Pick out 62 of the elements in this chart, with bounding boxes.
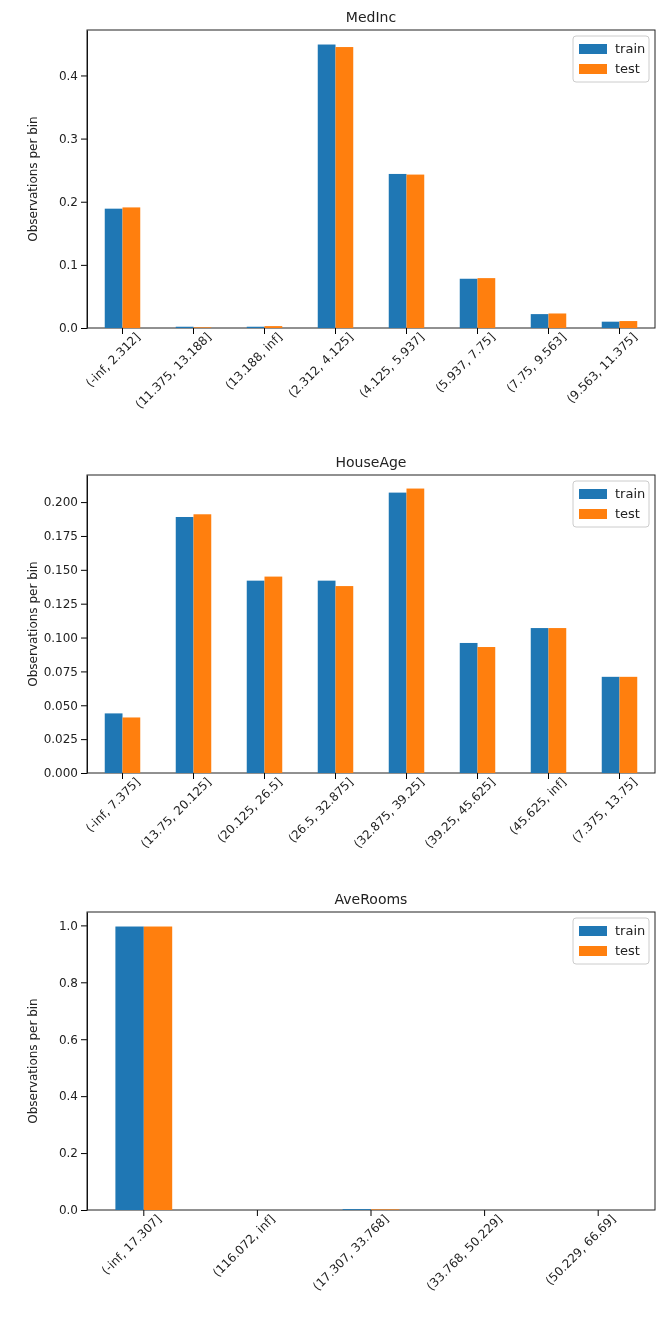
bar <box>477 278 496 328</box>
y-axis-title: Observations per bin <box>26 998 40 1124</box>
legend-label: train <box>615 41 646 56</box>
y-tick-label: 0.025 <box>43 732 78 747</box>
y-tick-label: 0.4 <box>58 1089 78 1104</box>
y-axis-title: Observations per bin <box>26 116 40 242</box>
y-tick-label: 0.2 <box>58 195 78 210</box>
bar <box>459 642 478 773</box>
y-tick-label: 0.100 <box>43 630 78 645</box>
chart-title: AveRooms <box>334 891 408 907</box>
bar <box>530 628 549 773</box>
bar <box>335 47 354 328</box>
bar <box>193 514 212 773</box>
bar <box>601 676 620 773</box>
y-tick-label: 0.075 <box>43 664 78 679</box>
bar <box>175 516 194 773</box>
bar <box>388 492 407 773</box>
legend-label: test <box>615 61 640 76</box>
y-tick-label: 0.050 <box>43 698 78 713</box>
bar <box>406 174 425 328</box>
y-tick-label: 0.0 <box>58 321 78 336</box>
bar <box>143 926 173 1210</box>
chart-title: MedInc <box>345 9 397 25</box>
bar <box>317 44 336 328</box>
bar <box>264 576 283 773</box>
bar <box>104 713 123 773</box>
y-tick-label: 0.150 <box>43 563 78 578</box>
bar <box>406 488 425 773</box>
y-tick-label: 0.8 <box>58 975 78 990</box>
y-tick-label: 0.000 <box>43 766 78 781</box>
bar <box>115 926 144 1210</box>
chart-title: HouseAge <box>335 454 407 470</box>
y-tick-label: 0.4 <box>58 68 78 83</box>
bar <box>122 717 141 773</box>
bar <box>619 321 638 328</box>
y-tick-label: 0.2 <box>58 1146 78 1161</box>
bar <box>530 314 549 328</box>
y-tick-label: 0.200 <box>43 495 78 510</box>
bar <box>548 313 567 328</box>
bar <box>601 321 620 328</box>
y-tick-label: 0.3 <box>58 131 78 146</box>
legend-label: test <box>615 506 640 521</box>
y-tick-label: 0.0 <box>58 1203 78 1218</box>
bar <box>104 208 123 328</box>
y-tick-label: 0.125 <box>43 597 78 612</box>
bar <box>619 676 638 773</box>
legend-label: train <box>615 923 646 938</box>
bar <box>388 173 407 328</box>
bar <box>335 586 354 773</box>
y-tick-label: 0.175 <box>43 529 78 544</box>
bar <box>122 207 141 328</box>
bar <box>317 580 336 773</box>
bar <box>477 647 496 773</box>
bar <box>246 580 265 773</box>
legend-label: test <box>615 943 640 958</box>
y-axis-title: Observations per bin <box>26 561 40 687</box>
y-tick-label: 0.6 <box>58 1032 78 1047</box>
legend-label: train <box>615 486 646 501</box>
bar <box>459 278 478 328</box>
y-tick-label: 0.1 <box>58 258 78 273</box>
y-tick-label: 1.0 <box>58 918 78 933</box>
bar <box>548 628 567 773</box>
